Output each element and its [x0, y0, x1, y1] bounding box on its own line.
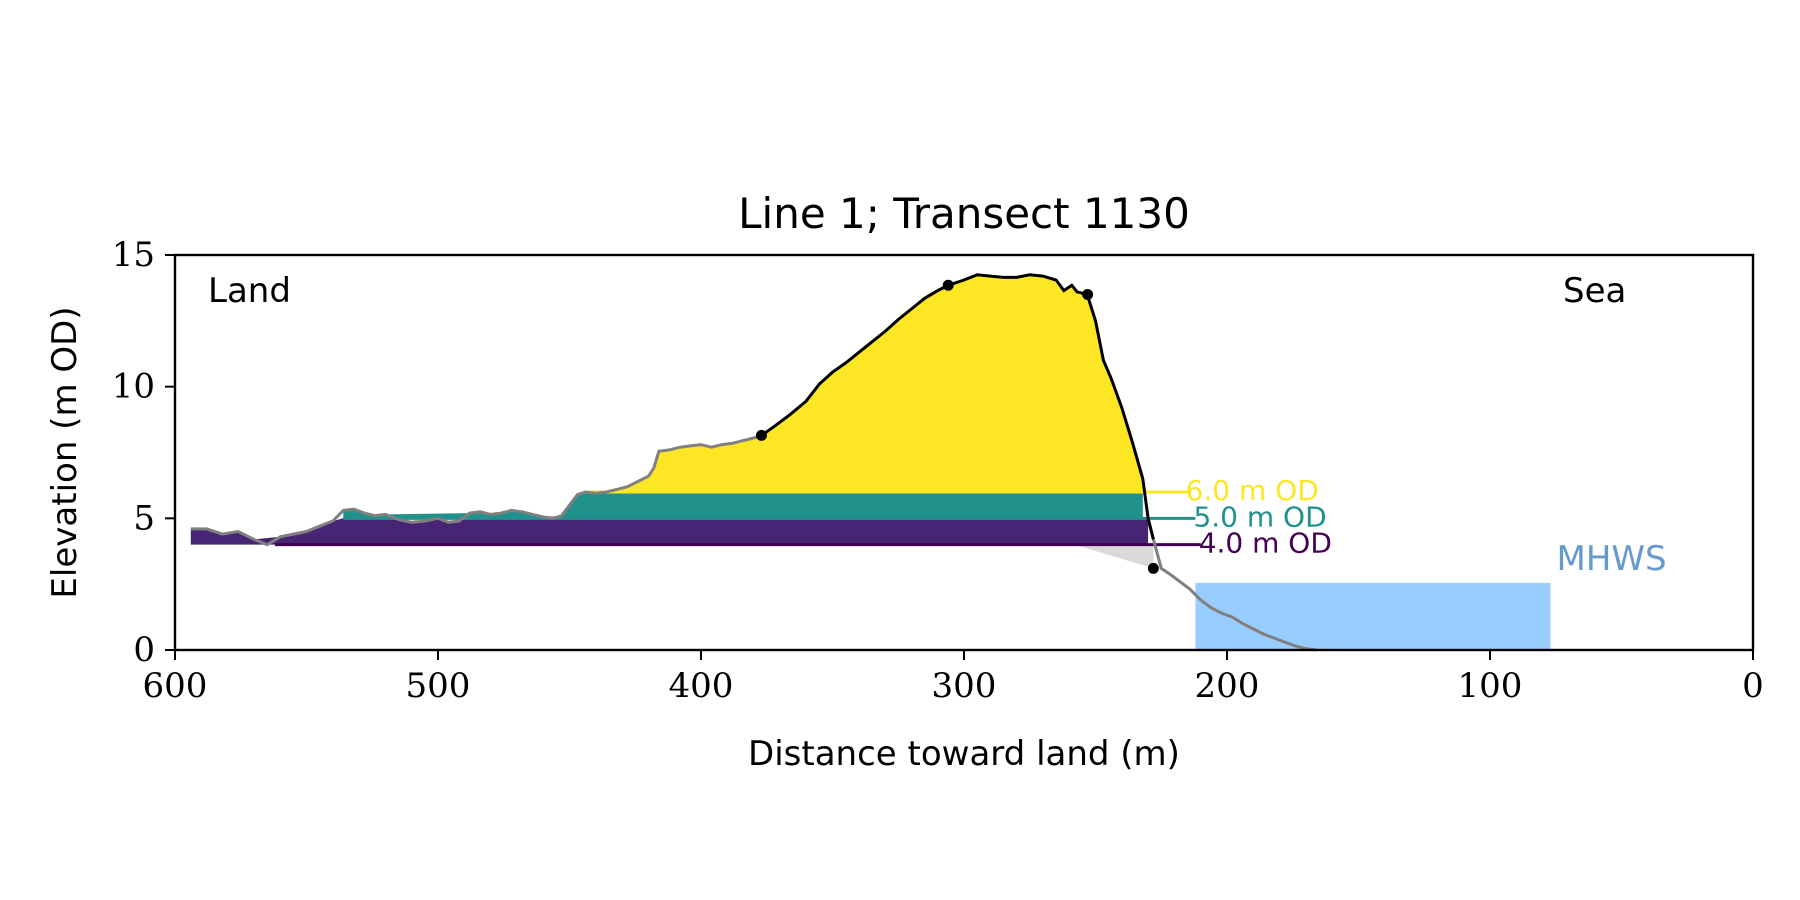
y-tick-label-10: 10: [112, 367, 155, 407]
mhws-label: MHWS: [1556, 539, 1666, 579]
band-4-to-5m: [190, 518, 1149, 545]
axis-ticks: 600 500 400 300 200 100 0 0 5 10 15: [112, 235, 1764, 706]
profile-marker-3: [1082, 289, 1094, 300]
x-tick-label-0: 0: [1742, 666, 1764, 706]
level-label-4: 4.0 m OD: [1199, 527, 1332, 560]
level-label-5: 5.0 m OD: [1193, 500, 1326, 533]
x-tick-label-400: 400: [669, 666, 734, 706]
y-tick-label-0: 0: [133, 630, 155, 670]
mhws-water-area: [1195, 582, 1551, 650]
x-tick-label-500: 500: [406, 666, 471, 706]
profile-marker-1: [755, 429, 767, 441]
profile-marker-2: [942, 279, 954, 291]
plot-area: MHWS 6.0 m OD5.0 m OD4.0 m OD: [190, 273, 1667, 652]
x-tick-label-300: 300: [932, 666, 997, 706]
y-axis-label: Elevation (m OD): [45, 306, 85, 598]
x-tick-label-200: 200: [1195, 666, 1260, 706]
band-5-to-6m: [343, 492, 1143, 519]
x-axis-label: Distance toward land (m): [748, 734, 1180, 774]
chart-title: Line 1; Transect 1130: [738, 189, 1190, 238]
y-tick-label-5: 5: [133, 498, 155, 538]
x-tick-label-600: 600: [143, 666, 208, 706]
profile-line-sea: [1146, 517, 1317, 652]
level-label-6: 6.0 m OD: [1186, 474, 1319, 507]
band-above-6m: [616, 274, 1143, 492]
y-tick-label-15: 15: [112, 235, 155, 275]
x-tick-label-100: 100: [1458, 666, 1523, 706]
profile-line-dune: [760, 273, 1155, 540]
profile-marker-4: [1147, 562, 1159, 574]
sea-label: Sea: [1563, 271, 1626, 311]
land-label: Land: [208, 271, 291, 311]
profile-line-land: [190, 433, 762, 547]
lower-plane-fill: [1074, 544, 1154, 569]
